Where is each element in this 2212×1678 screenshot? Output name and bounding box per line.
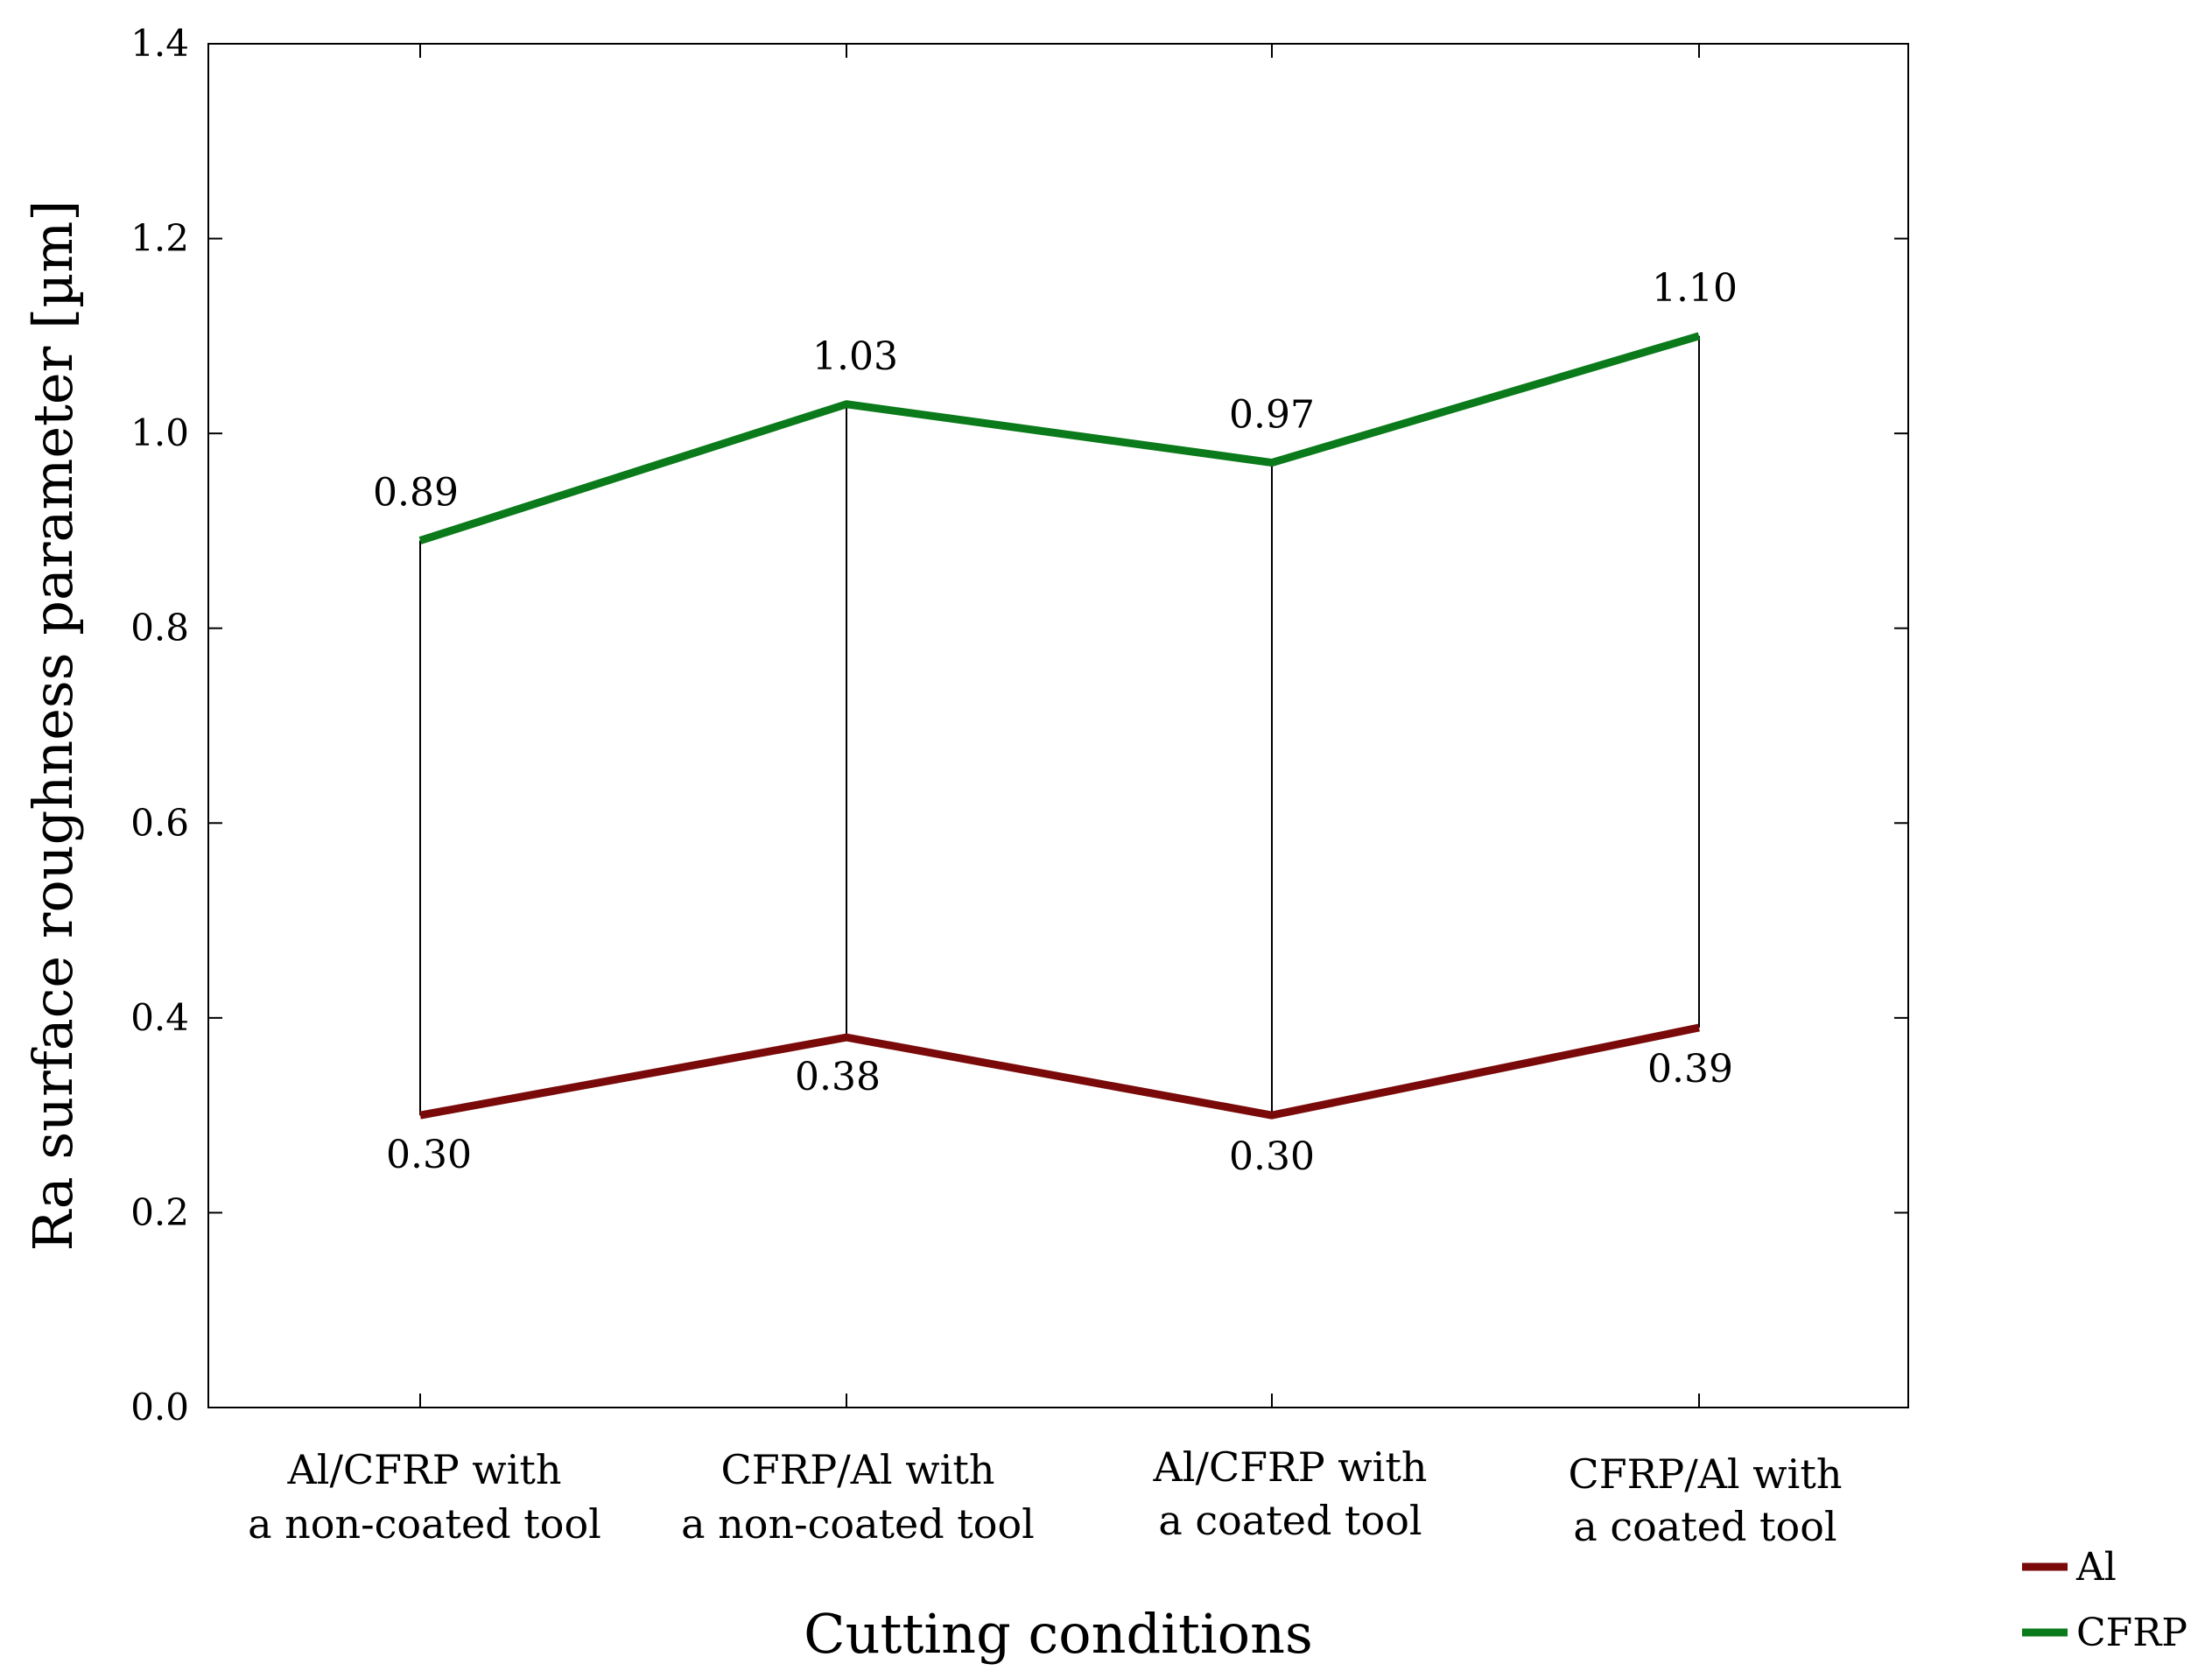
category-label: Al/CFRP with	[1153, 1443, 1428, 1491]
y-tick-label: 0.0	[130, 1386, 189, 1429]
y-tick-label: 1.4	[130, 22, 189, 65]
x-axis-title: Cutting conditions	[804, 1602, 1313, 1666]
category-label: a non-coated tool	[248, 1500, 601, 1548]
data-label-al: 0.30	[386, 1133, 472, 1177]
data-label-cfrp: 0.97	[1229, 393, 1315, 438]
category-label: CFRP/Al with	[721, 1446, 995, 1493]
x-axis-category-labels: Al/CFRP with a non-coated tool CFRP/Al wit…	[248, 1443, 1842, 1550]
y-tick-label: 0.4	[130, 996, 189, 1039]
plot-frame	[207, 43, 1909, 1408]
y-tick-label: 1.2	[130, 217, 189, 260]
y-tick-label: 1.0	[130, 411, 189, 454]
data-label-cfrp: 0.89	[373, 471, 459, 516]
y-tick-label: 0.8	[130, 607, 189, 649]
category-label: a coated tool	[1573, 1503, 1836, 1550]
y-tick-label: 0.6	[130, 801, 189, 844]
series-lines	[418, 332, 1701, 1120]
data-label-cfrp: 1.10	[1652, 266, 1738, 311]
data-label-al: 0.38	[795, 1055, 881, 1099]
data-labels: 0.30 0.38 0.30 0.39 0.89 1.03 0.97 1.10	[373, 266, 1738, 1179]
data-label-cfrp: 1.03	[812, 334, 898, 379]
category-label: a coated tool	[1158, 1497, 1422, 1544]
series-line-al	[419, 1023, 1700, 1120]
y-axis-ticks: 0.0 0.2 0.4 0.6 0.8 1.0 1.2 1.4	[130, 22, 1908, 1429]
data-label-al: 0.30	[1229, 1134, 1315, 1179]
y-tick-label: 0.2	[130, 1190, 189, 1233]
droplines	[419, 335, 1700, 1116]
legend-label-al: Al	[2075, 1545, 2117, 1590]
x-axis-ticks	[419, 44, 1700, 1408]
y-axis-title: Ra surface roughness parameter [µm]	[21, 200, 85, 1252]
series-line-cfrp	[418, 332, 1701, 544]
legend: Al CFRP	[2022, 1545, 2187, 1655]
category-label: Al/CFRP with	[287, 1446, 562, 1493]
category-label: CFRP/Al with	[1569, 1450, 1843, 1498]
legend-label-cfrp: CFRP	[2076, 1611, 2187, 1655]
category-label: a non-coated tool	[681, 1500, 1035, 1548]
data-label-al: 0.39	[1647, 1047, 1733, 1092]
